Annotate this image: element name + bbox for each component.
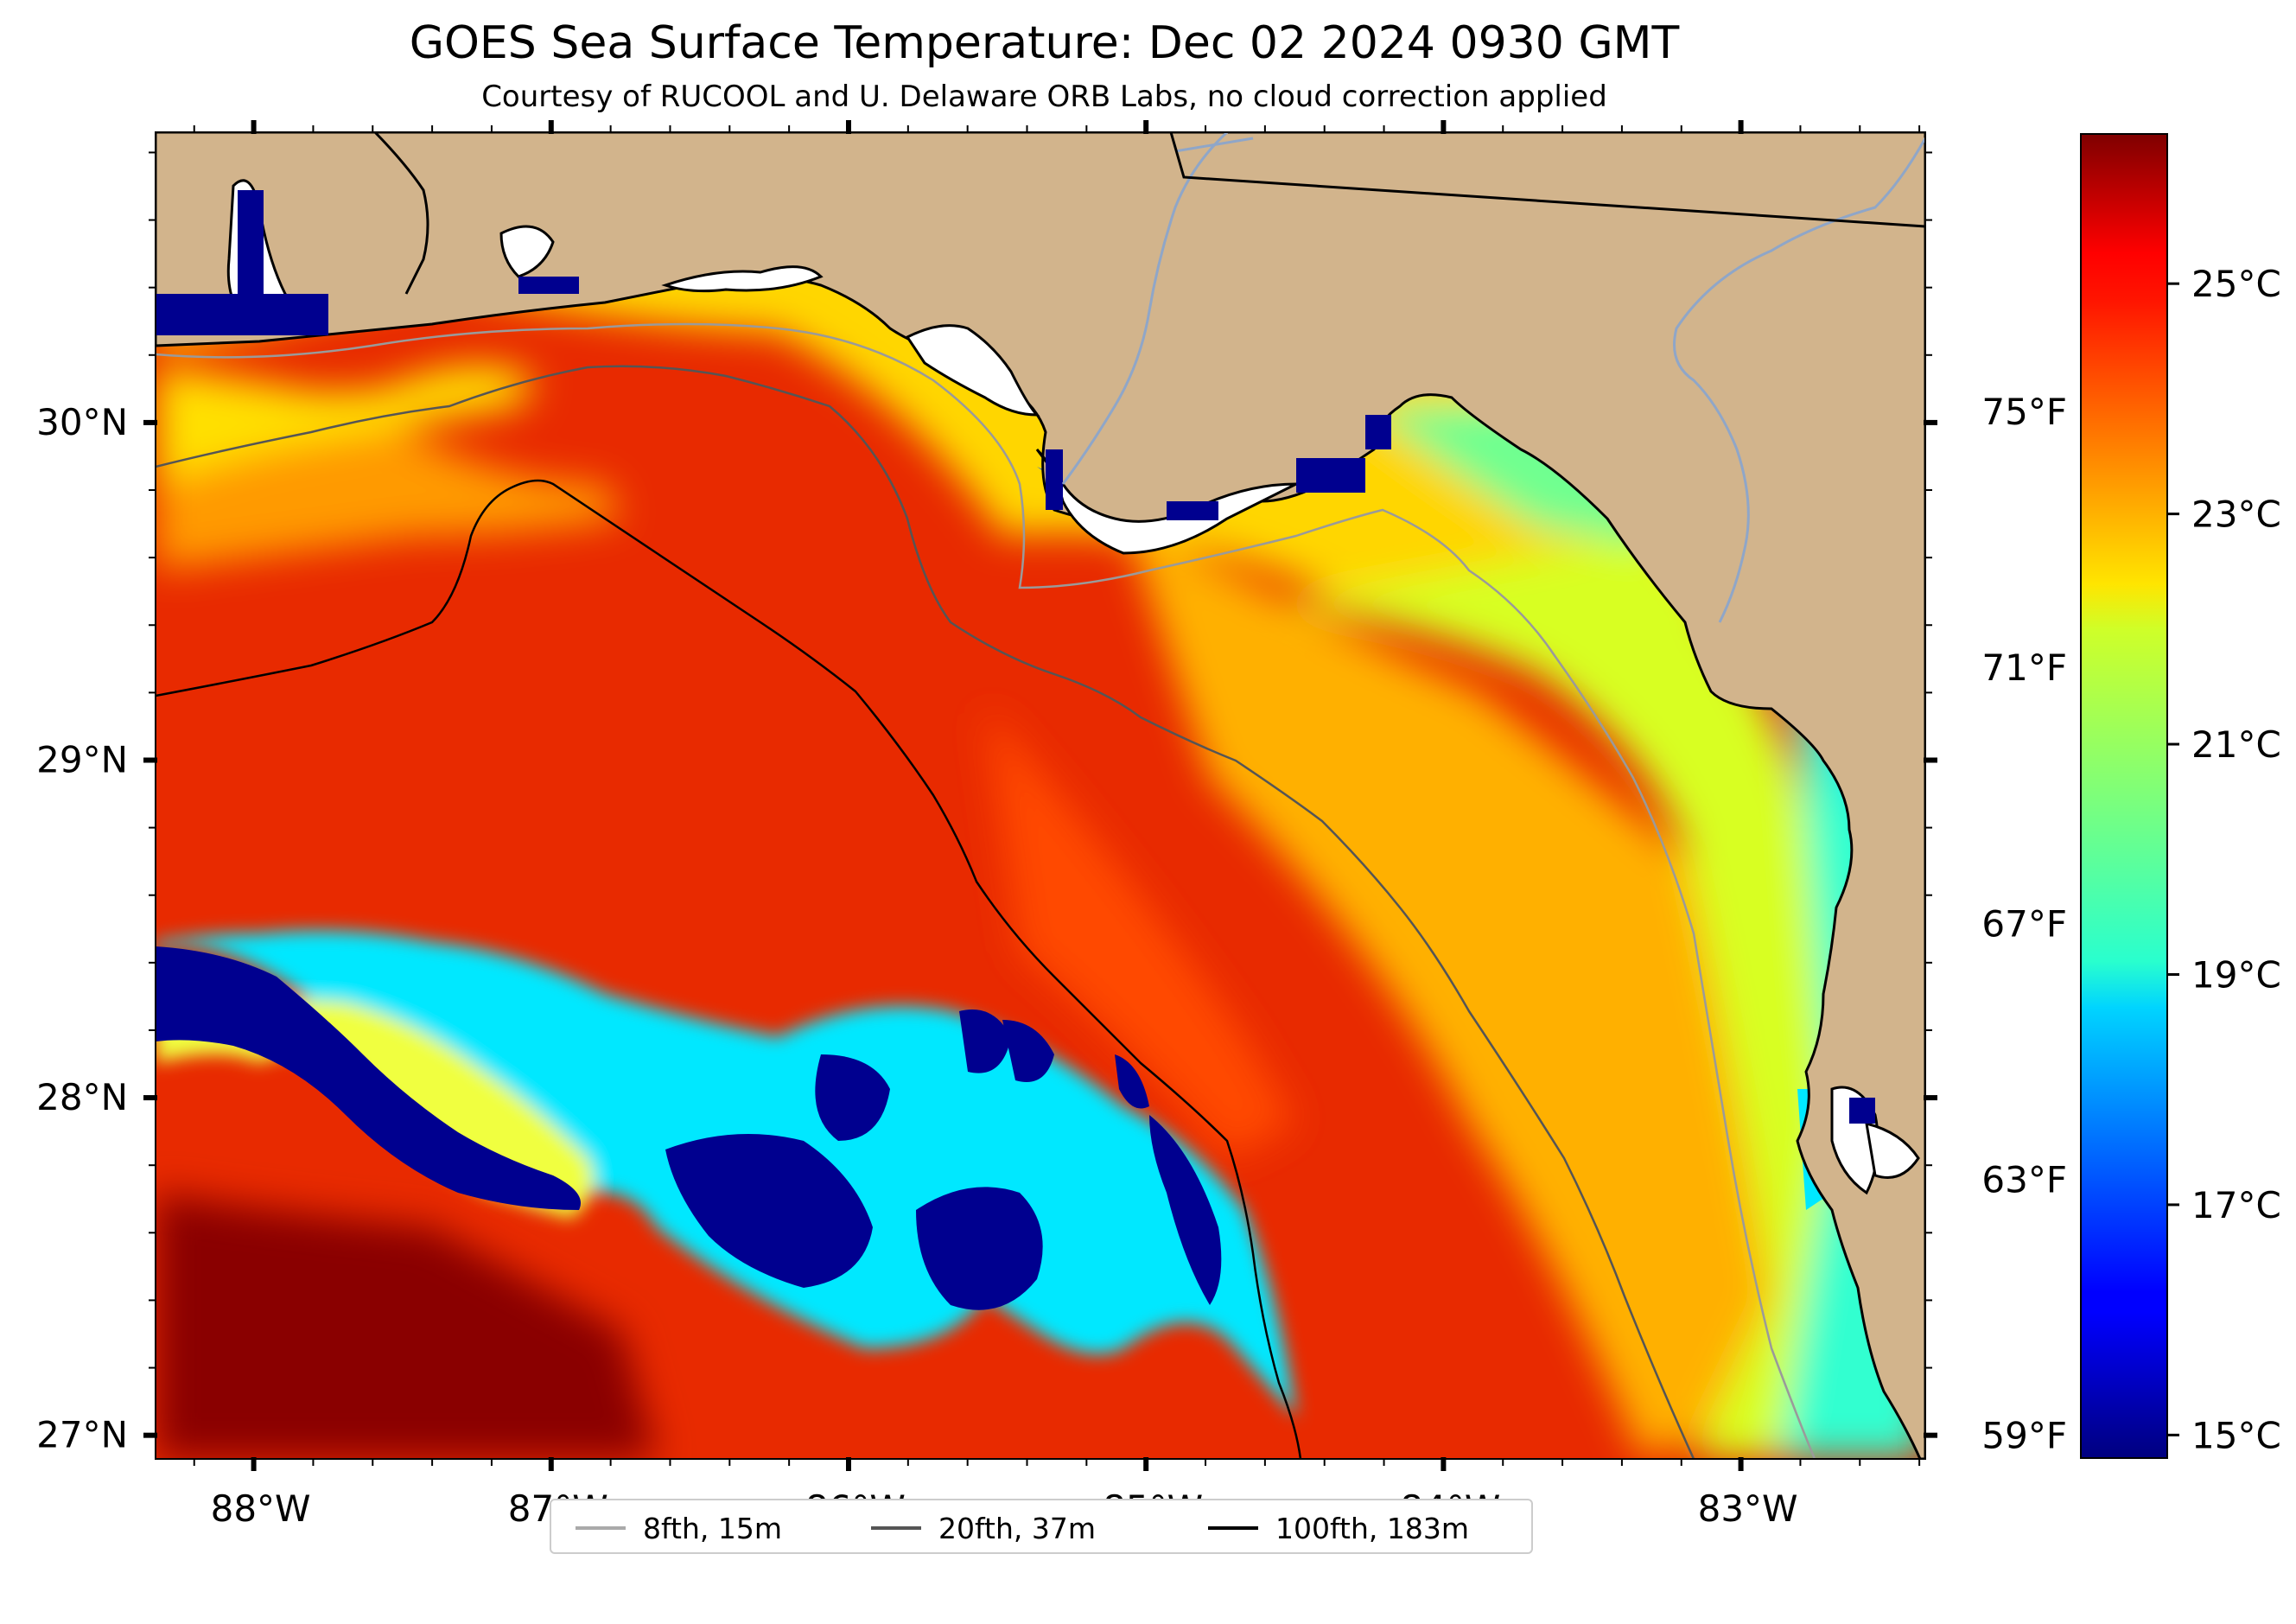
legend-label-100fth: 100fth, 183m — [1275, 1511, 1469, 1545]
colorbar-c-label: 21°C — [2191, 723, 2281, 766]
rivers — [1061, 132, 1925, 623]
colorbar-c-label: 17°C — [2191, 1184, 2281, 1226]
colorbar-c-label: 19°C — [2191, 953, 2281, 996]
legend-line-100fth — [1208, 1526, 1258, 1530]
colorbar-c-label: 25°C — [2191, 263, 2281, 305]
legend-item-8fth: 8fth, 15m — [576, 1511, 782, 1545]
contour-8fth — [156, 322, 1816, 1459]
colorbar-celsius-ticks: 25°C 23°C 21°C 19°C 17°C 15°C — [2167, 263, 2281, 1456]
colorbar-f-label: 75°F — [1981, 391, 2067, 433]
blue-coastal-pixels — [156, 190, 1875, 1124]
lat-tick-label: 27°N — [36, 1414, 128, 1456]
colorbar-f-label: 59°F — [1981, 1414, 2067, 1456]
legend-item-100fth: 100fth, 183m — [1208, 1511, 1469, 1545]
lat-tick-label: 29°N — [36, 738, 128, 780]
colorbar-fahrenheit-ticks: 75°F 71°F 67°F 63°F 59°F — [1981, 391, 2067, 1456]
colorbar-f-label: 71°F — [1981, 646, 2067, 689]
map-title: GOES Sea Surface Temperature: Dec 02 202… — [409, 17, 1680, 69]
colorbar-f-label: 67°F — [1981, 902, 2067, 945]
legend-item-20fth: 20fth, 37m — [871, 1511, 1096, 1545]
colorbar-c-label: 23°C — [2191, 494, 2281, 536]
legend-label-8fth: 8fth, 15m — [643, 1511, 783, 1545]
legend-line-8fth — [576, 1526, 626, 1530]
colorbar: 25°C 23°C 21°C 19°C 17°C 15°C 75°F 71°F 67°F 63°… — [1981, 133, 2281, 1459]
colorbar-f-label: 63°F — [1981, 1158, 2067, 1200]
bathymetry-contours — [156, 322, 1816, 1459]
map-frame — [155, 131, 1926, 1460]
contour-20fth — [156, 365, 1695, 1459]
lat-axis-ticks: 30°N 29°N 28°N 27°N — [36, 151, 1937, 1456]
lat-tick-label: 30°N — [36, 401, 128, 443]
coastal-islands — [226, 179, 1920, 1195]
land-mass — [156, 132, 1925, 1459]
colorbar-c-label: 15°C — [2191, 1414, 2281, 1456]
map-plot-area — [156, 132, 1925, 1459]
contour-100fth — [156, 479, 1302, 1459]
lon-axis-ticks: 88°W87°W86°W85°W84°W83°W — [193, 120, 1921, 1530]
colorbar-gradient — [2080, 133, 2168, 1459]
legend-line-20fth — [871, 1526, 921, 1530]
lon-tick-label: 83°W — [1698, 1487, 1798, 1530]
lat-tick-label: 28°N — [36, 1076, 128, 1118]
contour-legend: 8fth, 15m 20fth, 37m 100fth, 183m — [550, 1499, 1533, 1554]
political-boundaries — [373, 132, 1925, 295]
legend-label-20fth: 20fth, 37m — [938, 1511, 1096, 1545]
lon-tick-label: 88°W — [211, 1487, 311, 1530]
map-subtitle: Courtesy of RUCOOL and U. Delaware ORB L… — [481, 80, 1607, 114]
